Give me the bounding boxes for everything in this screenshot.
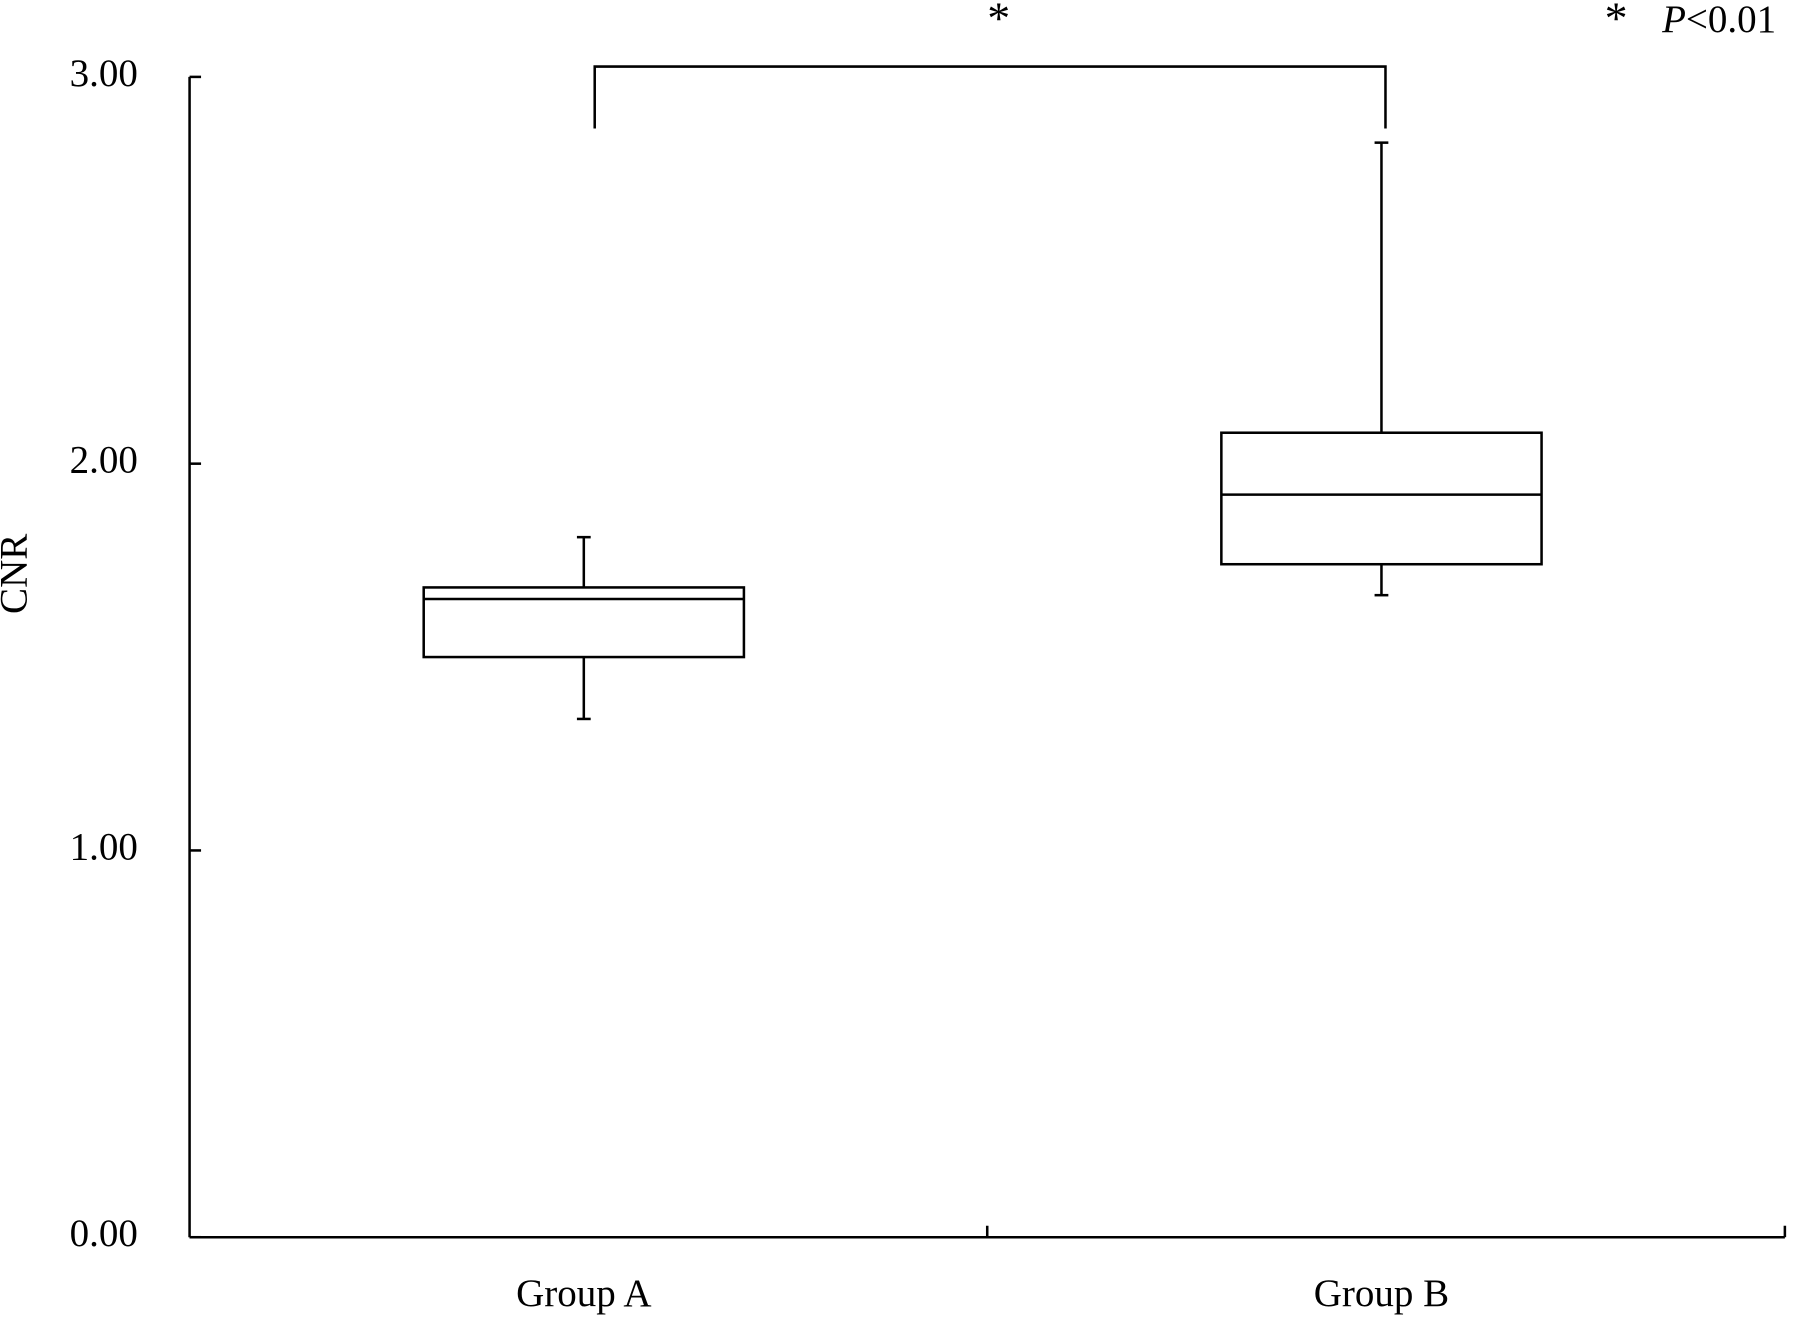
significance-bracket bbox=[593, 65, 1387, 129]
y-tick-label: 2.00 bbox=[70, 439, 138, 482]
note: P<0.01 bbox=[1661, 0, 1776, 41]
y-tick-label: 0.00 bbox=[70, 1212, 138, 1255]
y-tick-label: 3.00 bbox=[70, 52, 138, 95]
x-tick-label: Group B bbox=[1314, 1272, 1449, 1315]
x-tick-label: Group A bbox=[516, 1272, 651, 1315]
y-axis-label: CNR bbox=[0, 534, 35, 614]
note-text: <0.01 bbox=[1686, 0, 1776, 41]
note-marker: * bbox=[1605, 0, 1628, 43]
box bbox=[422, 586, 746, 659]
note-italic: P bbox=[1661, 0, 1686, 41]
significance-marker: * bbox=[987, 0, 1010, 43]
box bbox=[1220, 431, 1543, 566]
y-tick-label: 1.00 bbox=[70, 825, 138, 868]
